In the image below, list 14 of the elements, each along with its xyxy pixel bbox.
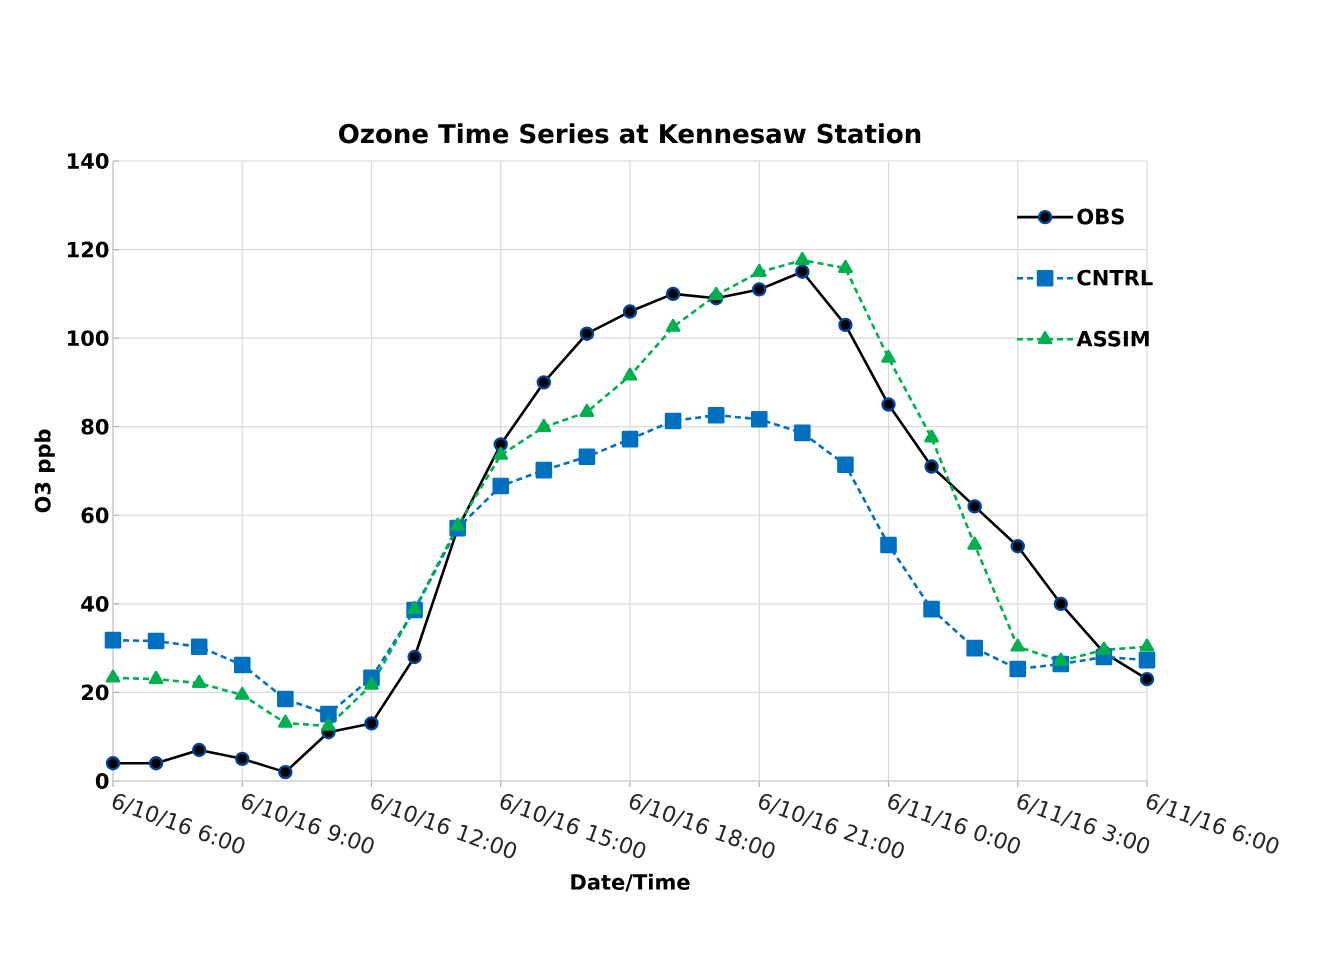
y-tick-label: 80 [81,418,109,435]
legend-label: ASSIM [1076,330,1149,347]
y-tick-label: 120 [68,241,109,258]
legend-label: OBS [1077,208,1124,225]
y-tick-label: 60 [81,507,109,524]
y-tick-label: 40 [81,595,109,612]
y-tick-label: 100 [68,330,109,347]
legend-label: CNTRL [1077,269,1153,286]
y-axis-title: O3 ppb [34,429,55,513]
y-tick-label: 140 [68,153,109,169]
chart-title: Ozone Time Series at Kennesaw Station [339,123,921,144]
y-tick-label: 20 [81,684,109,701]
x-axis-title: Date/Time [571,873,690,892]
y-tick-label: 0 [95,773,109,789]
